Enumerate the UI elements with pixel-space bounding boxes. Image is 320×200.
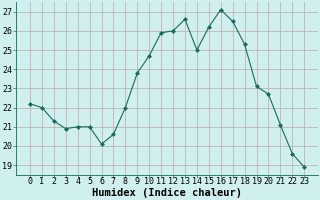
X-axis label: Humidex (Indice chaleur): Humidex (Indice chaleur): [92, 188, 242, 198]
